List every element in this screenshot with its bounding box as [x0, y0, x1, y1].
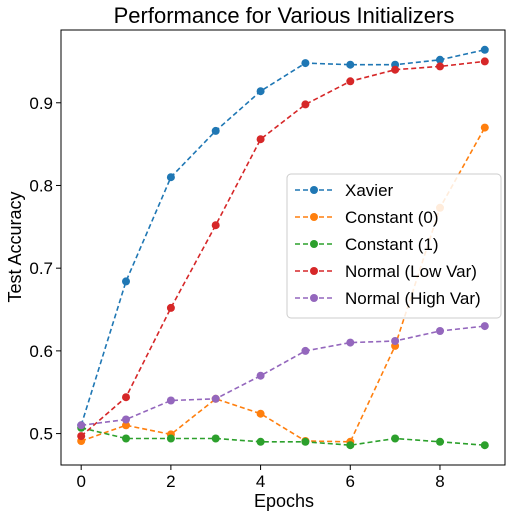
data-point [391, 65, 400, 74]
legend-swatch-marker [310, 294, 318, 302]
y-tick-label: 0.7 [29, 259, 53, 278]
data-point [211, 394, 220, 403]
data-point [122, 393, 130, 402]
x-tick-label: 6 [346, 472, 355, 491]
data-point [77, 432, 86, 441]
data-point [122, 421, 130, 430]
data-point [122, 277, 130, 286]
y-tick-label: 0.5 [29, 425, 53, 444]
axes-frame [60, 29, 506, 466]
legend-box [286, 173, 502, 319]
y-axis-label: Test Accuracy [5, 191, 25, 302]
legend-item: Normal (Low Var) [295, 262, 477, 281]
data-point [256, 437, 265, 446]
x-tick-label: 0 [76, 472, 85, 491]
data-point [166, 434, 175, 443]
data-point [301, 346, 310, 355]
data-point [346, 60, 355, 69]
legend-item: Normal (High Var) [295, 289, 481, 308]
data-point [256, 87, 265, 96]
legend-label: Constant (1) [345, 235, 439, 254]
series-3 [77, 57, 489, 441]
legend-swatch-marker [310, 267, 318, 275]
data-point [480, 45, 489, 54]
data-point [480, 322, 489, 331]
series-line-3 [80, 60, 485, 437]
legend-item: Xavier [295, 181, 394, 200]
axis-ticks: 0 2 4 6 8 0.5 0.6 0.7 0.8 0.9 [29, 94, 444, 491]
legend-label: Normal (Low Var) [345, 262, 477, 281]
data-point [301, 59, 310, 68]
legend-swatch-marker [310, 186, 318, 194]
data-point [166, 396, 175, 405]
data-point [166, 303, 175, 312]
data-point [211, 126, 220, 135]
y-tick-label: 0.8 [29, 176, 53, 195]
data-point [346, 441, 355, 450]
legend-item: Constant (1) [295, 235, 439, 254]
legend-swatch-marker [310, 240, 318, 248]
series-2 [77, 423, 489, 450]
data-point [77, 421, 86, 430]
data-point [436, 327, 444, 335]
data-point [256, 409, 265, 418]
data-point [346, 77, 355, 86]
y-tick-label: 0.6 [29, 342, 53, 361]
y-tick-label: 0.9 [29, 94, 53, 113]
x-tick-label: 4 [256, 472, 265, 491]
data-point [480, 57, 489, 66]
x-axis-label: Epochs [254, 491, 314, 511]
data-point [301, 437, 310, 446]
data-point [122, 415, 130, 424]
data-point [256, 135, 265, 144]
legend-swatch-marker [310, 213, 318, 221]
x-tick-label: 8 [435, 472, 444, 491]
legend: Xavier Constant (0) Constant (1) Normal (Lo… [286, 173, 502, 319]
data-point [211, 434, 220, 443]
data-point [166, 173, 175, 182]
data-point [480, 441, 489, 450]
legend-label: Normal (High Var) [345, 289, 481, 308]
data-point [301, 100, 310, 109]
legend-item: Constant (0) [295, 208, 439, 227]
series-line-0 [80, 49, 485, 426]
data-point [346, 338, 355, 347]
data-point [480, 123, 489, 132]
data-point [211, 221, 220, 230]
x-tick-label: 2 [166, 472, 175, 491]
data-point [436, 55, 444, 64]
data-point [256, 371, 265, 380]
series-4 [77, 322, 489, 430]
data-point [436, 62, 444, 71]
legend-label: Constant (0) [345, 208, 439, 227]
data-point [122, 434, 130, 443]
legend-label: Xavier [345, 181, 394, 200]
data-point [391, 434, 400, 443]
data-point [436, 437, 444, 446]
chart-title: Performance for Various Initializers [114, 3, 455, 28]
data-point [391, 337, 400, 345]
series-line-4 [81, 325, 485, 427]
series-line-2 [81, 427, 485, 447]
